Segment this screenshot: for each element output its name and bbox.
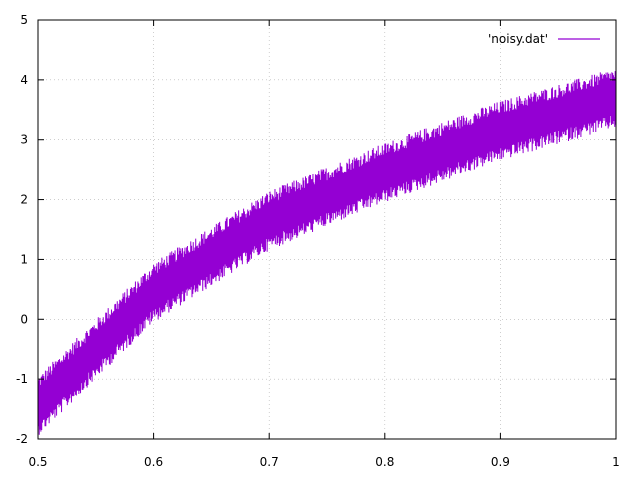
tick-labels: 0.5 0.6 0.7 0.8 0.9 1 -2 -1 0 1 2 3 4 5 [16, 13, 620, 469]
x-tick-label: 0.5 [28, 455, 47, 469]
grid-lines [38, 20, 616, 439]
y-tick-label: -2 [16, 432, 28, 446]
x-tick-label: 0.7 [260, 455, 279, 469]
legend-label: 'noisy.dat' [488, 32, 548, 46]
series-noisy-dat [37, 70, 617, 435]
tick-marks [37, 19, 617, 440]
y-tick-label: 0 [20, 312, 28, 326]
series-line [37, 70, 617, 435]
y-tick-label: 2 [20, 193, 28, 207]
y-tick-label: 5 [20, 13, 28, 27]
x-tick-label: 1 [612, 455, 620, 469]
y-tick-label: 3 [20, 133, 28, 147]
y-tick-label: 1 [20, 252, 28, 266]
y-tick-label: 4 [20, 73, 28, 87]
x-tick-label: 0.9 [491, 455, 510, 469]
y-tick-label: -1 [16, 372, 28, 386]
x-tick-label: 0.6 [144, 455, 163, 469]
legend: 'noisy.dat' [488, 32, 600, 46]
plot-border [37, 19, 617, 440]
x-tick-label: 0.8 [375, 455, 394, 469]
